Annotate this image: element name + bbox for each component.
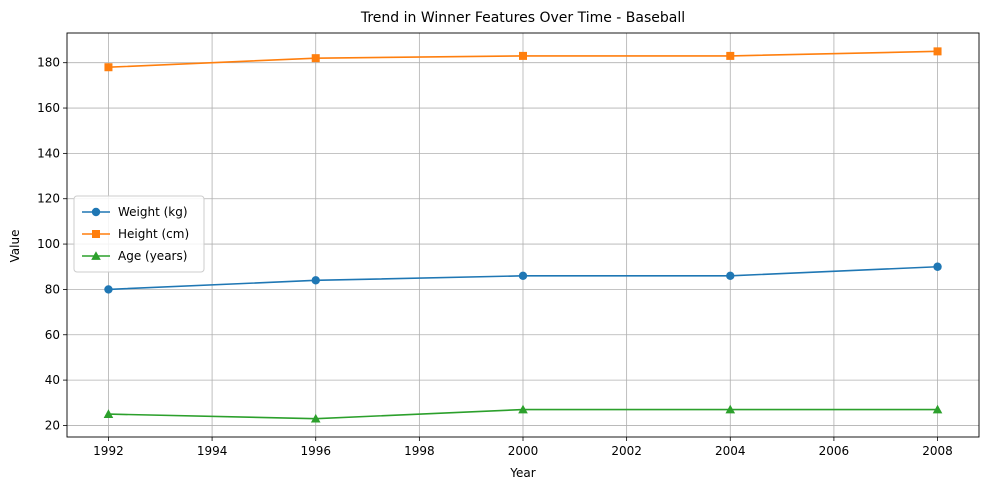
legend: Weight (kg) Height (cm) Age (years)	[73, 195, 205, 273]
x-tick-label: 1992	[93, 444, 124, 458]
y-tick-label: 40	[45, 373, 60, 387]
legend-marker	[92, 230, 100, 238]
data-point-series-2	[518, 404, 528, 414]
data-point-series-1	[104, 63, 113, 72]
x-tick-label: 2004	[715, 444, 746, 458]
y-tick-label: 180	[37, 56, 60, 70]
legend-label: Age (years)	[118, 249, 187, 263]
y-tick-label: 20	[45, 418, 60, 432]
chart-title: Trend in Winner Features Over Time - Bas…	[360, 10, 685, 26]
x-tick-label: 2002	[611, 444, 642, 458]
y-tick-label: 80	[45, 282, 60, 296]
legend-label: Height (cm)	[118, 227, 189, 241]
data-point-series-1	[933, 47, 942, 56]
y-axis-label: Value	[8, 230, 22, 263]
legend-item: Height (cm)	[82, 227, 189, 241]
data-point-series-2	[103, 409, 114, 418]
x-tick-label: 1994	[197, 444, 228, 458]
plot-area: 1992 1994 1996 1998 2000 2002 2004 2006 2008 20 40…	[37, 32, 980, 458]
data-point-series-2	[725, 404, 736, 414]
x-tick-label: 1996	[300, 444, 331, 458]
x-tick-label: 2006	[819, 444, 850, 458]
data-point-series-1	[311, 54, 320, 63]
legend-item: Weight (kg)	[82, 205, 188, 219]
legend-item: Age (years)	[82, 249, 187, 263]
y-tick-label: 100	[37, 237, 60, 251]
x-tick-label: 1998	[404, 444, 435, 458]
data-point-series-1	[519, 51, 527, 60]
data-point-series-0	[518, 271, 528, 281]
data-point-series-0	[104, 285, 113, 294]
data-point-series-1	[726, 51, 735, 60]
data-point-series-0	[933, 262, 942, 271]
y-tick-label: 120	[37, 192, 60, 206]
x-axis-label: Year	[509, 466, 535, 480]
y-tick-label: 140	[37, 146, 60, 160]
data-point-series-0	[726, 271, 735, 281]
legend-box	[73, 195, 205, 273]
data-point-series-0	[311, 276, 320, 285]
legend-marker	[91, 207, 101, 217]
legend-label: Weight (kg)	[118, 205, 188, 219]
x-tick-label: 2000	[508, 444, 539, 458]
data-point-series-2	[932, 404, 943, 414]
y-tick-label: 60	[45, 328, 60, 342]
x-tick-label: 2008	[922, 444, 953, 458]
legend-marker	[91, 251, 101, 260]
data-point-series-2	[310, 413, 321, 423]
y-tick-label: 160	[37, 101, 60, 115]
